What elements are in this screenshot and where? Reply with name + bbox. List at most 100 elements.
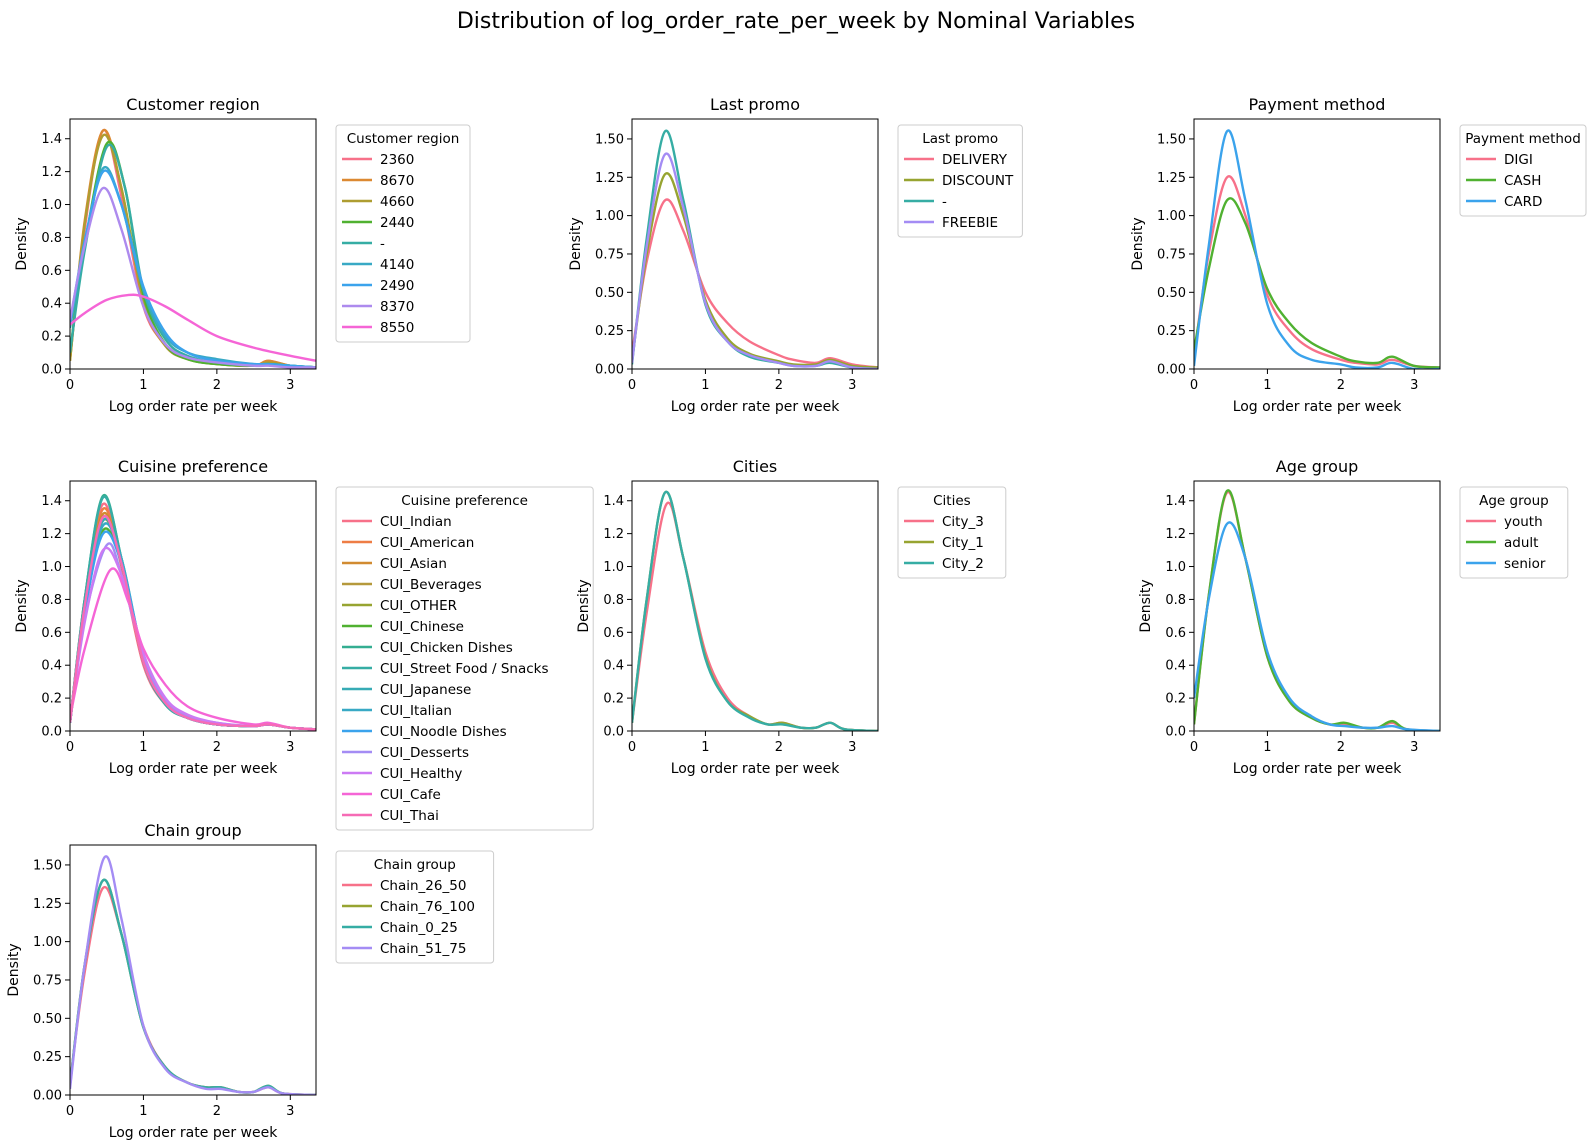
legend-entry: CUI_Chinese [380,619,464,635]
kde-line [70,855,316,1095]
legend-frame [897,124,1023,238]
y-tick-label: 1.00 [595,209,624,224]
legend-title: Age group [1479,493,1549,509]
y-tick-label: 0.00 [1157,363,1186,378]
x-tick-label: 1 [139,740,147,755]
x-tick-label: 2 [213,1104,221,1119]
y-tick-label: 1.25 [595,171,624,186]
y-tick-label: 0.2 [41,692,62,707]
y-tick-label: 0.6 [41,264,62,279]
x-tick-label: 2 [213,740,221,755]
legend-entry: CUI_Italian [380,703,452,719]
legend-entry: CUI_Asian [380,556,447,572]
legend-frame [335,486,594,831]
y-tick-label: 0.2 [1165,692,1186,707]
y-tick-label: 1.2 [41,165,62,180]
legend-entry: City_3 [942,514,984,530]
x-tick-label: 0 [66,740,74,755]
y-tick-label: 0.4 [41,297,62,312]
kde-line [1194,129,1440,369]
kde-line [70,128,316,369]
legend-entry: youth [1504,514,1543,530]
x-tick-label: 0 [628,378,636,393]
x-tick-label: 2 [1337,740,1345,755]
subplot-title: Cuisine preference [118,457,268,476]
subplot-title: Age group [1276,457,1359,476]
y-tick-label: 1.2 [1165,527,1186,542]
x-tick-label: 1 [701,740,709,755]
x-tick-label: 2 [775,378,783,393]
legend-frame [1459,124,1587,217]
subplot-title: Chain group [144,821,241,840]
legend-entry: Chain_26_50 [380,878,466,894]
legend-title: Cuisine preference [401,493,528,509]
y-tick-label: 0.50 [1157,286,1186,301]
x-tick-label: 1 [1263,378,1271,393]
kde-line [70,878,316,1095]
legend-entry: 2360 [380,152,414,168]
legend-entry: CUI_Japanese [380,682,471,698]
x-tick-label: 2 [213,378,221,393]
y-tick-label: 0.4 [41,659,62,674]
subplot-cities: Cities 0 1 2 3 0.0 0.2 0.4 0.6 0.8 1.0 1.2 1.4 Log or… [576,457,1007,777]
kde-line [70,165,316,369]
legend: Age group youth adult senior [1459,486,1569,579]
x-axis-label: Log order rate per week [1233,399,1403,415]
legend-title: Last promo [922,131,998,147]
kde-line [1194,521,1440,731]
legend-entry: 2440 [380,215,414,231]
subplot-last-promo: Last promo 0 1 2 3 0.00 0.25 0.50 0.75 1.00 1.25 1.… [568,95,1023,415]
x-tick-label: 1 [139,378,147,393]
y-tick-label: 0.50 [595,286,624,301]
y-tick-label: 1.00 [1157,209,1186,224]
y-axis-label: Density [1138,579,1154,632]
y-axis-label: Density [568,217,584,270]
y-axis-label: Density [14,217,30,270]
y-tick-label: 0.2 [41,330,62,345]
legend-title: Customer region [347,131,460,147]
subplot-payment-method: Payment method 0 1 2 3 0.00 0.25 0.50 0.75 1.00 1.… [1130,95,1587,415]
subplot-age-group: Age group 0 1 2 3 0.0 0.2 0.4 0.6 0.8 1.0 1.2 1.4 Log… [1138,457,1569,777]
subplot-title: Payment method [1249,95,1386,114]
legend-entry: CUI_American [380,535,474,551]
x-tick-label: 1 [701,378,709,393]
y-tick-label: 0.0 [41,725,62,740]
x-axis-label: Log order rate per week [1233,761,1403,777]
legend: Customer region 2360 8670 4660 2440 - 4140 2490… [335,124,471,343]
y-axis-label: Density [14,579,30,632]
x-tick-label: 3 [286,740,294,755]
legend-frame [897,486,1007,579]
kde-line [1194,175,1440,369]
x-tick-label: 0 [1190,740,1198,755]
kde-line [70,133,316,369]
kde-line [632,198,878,369]
legend-frame [1459,486,1569,579]
y-tick-label: 0.2 [603,692,624,707]
y-axis-label: Density [1130,217,1146,270]
kde-line [70,878,316,1095]
subplot-chain-group: Chain group 0 1 2 3 0.00 0.25 0.50 0.75 1.00 1.25 1… [6,821,495,1141]
kde-line [70,522,316,731]
series-group [632,129,878,369]
y-tick-label: 0.50 [33,1012,62,1027]
y-tick-label: 0.75 [33,973,62,988]
series-group [70,494,316,731]
legend-entry: 4140 [380,257,414,273]
y-tick-label: 1.50 [33,858,62,873]
kde-line [70,186,316,369]
legend-entry: FREEBIE [942,215,998,231]
kde-line [70,502,316,731]
axes-frame [69,480,317,732]
x-tick-label: 1 [139,1104,147,1119]
y-tick-label: 1.4 [41,494,62,509]
y-tick-label: 1.0 [41,560,62,575]
kde-line [1194,490,1440,731]
legend-entry: Chain_51_75 [380,941,466,957]
legend-title: Cities [933,493,971,509]
x-tick-label: 3 [848,740,856,755]
y-tick-label: 0.6 [603,626,624,641]
series-group [632,490,878,731]
y-tick-label: 0.8 [603,593,624,608]
legend: Cuisine preference CUI_Indian CUI_American… [335,486,594,831]
